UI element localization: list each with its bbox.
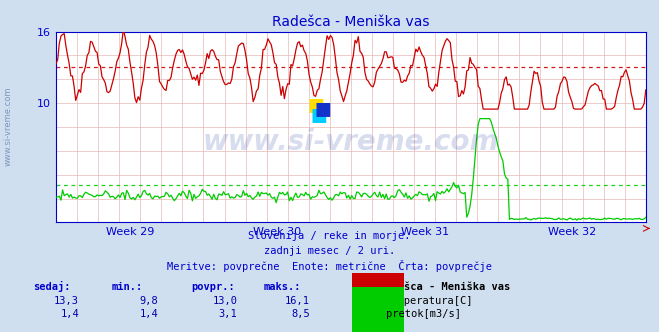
Text: ▪: ▪ bbox=[306, 90, 325, 118]
Text: 16,1: 16,1 bbox=[285, 296, 310, 306]
Text: 1,4: 1,4 bbox=[140, 309, 158, 319]
Text: 9,8: 9,8 bbox=[140, 296, 158, 306]
Text: ▪: ▪ bbox=[309, 100, 328, 127]
Text: ▪: ▪ bbox=[313, 94, 332, 122]
Text: Slovenija / reke in morje.: Slovenija / reke in morje. bbox=[248, 231, 411, 241]
Text: pretok[m3/s]: pretok[m3/s] bbox=[386, 309, 461, 319]
Text: temperatura[C]: temperatura[C] bbox=[386, 296, 473, 306]
Text: www.si-vreme.com: www.si-vreme.com bbox=[203, 128, 499, 156]
Text: min.:: min.: bbox=[112, 282, 143, 292]
Text: 13,0: 13,0 bbox=[212, 296, 237, 306]
Text: zadnji mesec / 2 uri.: zadnji mesec / 2 uri. bbox=[264, 246, 395, 256]
Text: povpr.:: povpr.: bbox=[191, 282, 235, 292]
Text: Radešca - Meniška vas: Radešca - Meniška vas bbox=[379, 282, 510, 292]
Text: www.si-vreme.com: www.si-vreme.com bbox=[3, 86, 13, 166]
Text: 1,4: 1,4 bbox=[61, 309, 79, 319]
Text: sedaj:: sedaj: bbox=[33, 281, 71, 292]
Text: Meritve: povprečne  Enote: metrične  Črta: povprečje: Meritve: povprečne Enote: metrične Črta:… bbox=[167, 260, 492, 272]
Text: 8,5: 8,5 bbox=[291, 309, 310, 319]
Text: maks.:: maks.: bbox=[264, 282, 301, 292]
Text: 3,1: 3,1 bbox=[219, 309, 237, 319]
Title: Radešca - Meniška vas: Radešca - Meniška vas bbox=[272, 15, 430, 29]
Text: 13,3: 13,3 bbox=[54, 296, 79, 306]
